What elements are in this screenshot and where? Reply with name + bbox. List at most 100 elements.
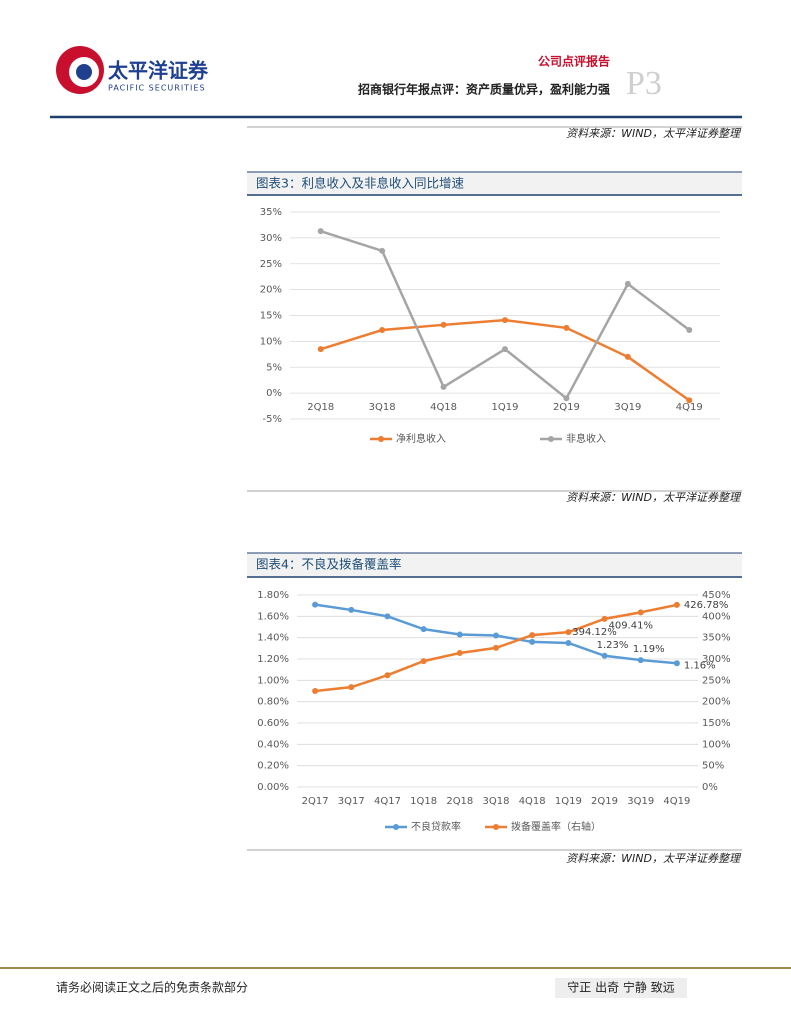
point bbox=[529, 638, 536, 645]
y-tick-label: 10% bbox=[260, 336, 282, 347]
point bbox=[312, 688, 319, 694]
y2-tick-label: 450% bbox=[702, 590, 731, 601]
point bbox=[565, 640, 572, 646]
motto: 守正 出奇 宁静 致远 bbox=[567, 980, 674, 995]
y2-tick-label: 0% bbox=[702, 782, 718, 793]
x-tick-label: 4Q19 bbox=[676, 402, 703, 413]
legend-label: 非息收入 bbox=[566, 432, 606, 445]
y-tick-label: 0.80% bbox=[257, 697, 289, 708]
y2-tick-label: 150% bbox=[702, 718, 731, 729]
x-tick-label: 2Q18 bbox=[446, 796, 473, 807]
x-tick-label: 2Q19 bbox=[591, 796, 618, 807]
legend-swatch-dot bbox=[493, 824, 499, 830]
point bbox=[624, 353, 631, 360]
legend-label: 不良贷款率 bbox=[411, 820, 461, 833]
point bbox=[456, 631, 463, 638]
x-tick-label: 4Q17 bbox=[374, 796, 401, 807]
point bbox=[624, 280, 631, 287]
point bbox=[440, 383, 447, 390]
x-tick-label: 2Q18 bbox=[307, 402, 334, 413]
legend-label: 拨备覆盖率（右轴） bbox=[511, 820, 601, 833]
source: 资料来源：WIND，太平洋证券整理 bbox=[566, 491, 742, 504]
legend-swatch-dot bbox=[393, 824, 399, 830]
data-label: 1.23% bbox=[597, 640, 629, 651]
x-tick-label: 3Q18 bbox=[369, 402, 396, 413]
logo bbox=[56, 46, 104, 94]
point bbox=[565, 629, 572, 636]
motto-bg bbox=[555, 978, 687, 998]
x-tick-label: 4Q18 bbox=[430, 402, 457, 413]
point bbox=[529, 632, 536, 639]
x-tick-label: 2Q19 bbox=[553, 402, 580, 413]
data-label: 1.19% bbox=[633, 644, 665, 655]
point bbox=[384, 672, 391, 679]
report-title: 招商银行年报点评：资产质量优异，盈利能力强 bbox=[358, 82, 610, 97]
y-tick-label: 25% bbox=[260, 259, 282, 270]
point bbox=[440, 321, 447, 328]
y-tick-label: 1.00% bbox=[257, 675, 289, 686]
title-bar bbox=[247, 172, 742, 194]
title-bar bbox=[247, 553, 742, 576]
point bbox=[317, 346, 324, 353]
point bbox=[601, 652, 608, 659]
point bbox=[420, 626, 427, 633]
brand: 太平洋证券 bbox=[108, 59, 209, 83]
x-tick-label: 1Q19 bbox=[492, 402, 519, 413]
point bbox=[686, 397, 693, 404]
point bbox=[502, 346, 508, 353]
point bbox=[379, 326, 386, 333]
y-tick-label: 1.80% bbox=[257, 590, 289, 601]
y2-tick-label: 200% bbox=[702, 697, 731, 708]
x-tick-label: 1Q19 bbox=[555, 796, 582, 807]
x-tick-label: 1Q18 bbox=[410, 796, 437, 807]
point bbox=[563, 324, 570, 331]
point bbox=[312, 601, 319, 608]
point bbox=[348, 606, 355, 613]
point bbox=[673, 601, 680, 608]
y-tick-label: 35% bbox=[260, 207, 282, 218]
point bbox=[637, 609, 644, 616]
point bbox=[502, 317, 508, 324]
x-tick-label: 3Q18 bbox=[483, 796, 510, 807]
legend-label: 净利息收入 bbox=[396, 432, 446, 445]
y2-tick-label: 100% bbox=[702, 739, 731, 750]
y-tick-label: 20% bbox=[260, 285, 282, 296]
x-tick-label: 3Q19 bbox=[627, 796, 654, 807]
y-tick-label: 5% bbox=[266, 362, 282, 373]
point bbox=[563, 395, 570, 402]
point bbox=[420, 658, 427, 665]
y-tick-label: 0.40% bbox=[257, 739, 289, 750]
point bbox=[673, 660, 680, 667]
y2-tick-label: 350% bbox=[702, 633, 731, 644]
source: 资料来源：WIND，太平洋证券整理 bbox=[566, 127, 742, 140]
point bbox=[637, 657, 644, 664]
y-tick-label: 0.00% bbox=[257, 782, 289, 793]
legend-swatch-dot bbox=[548, 436, 554, 442]
y-tick-label: 1.60% bbox=[257, 611, 289, 622]
y-tick-label: 0% bbox=[266, 388, 282, 399]
y-tick-label: 15% bbox=[260, 311, 282, 322]
y-tick-label: 1.20% bbox=[257, 654, 289, 665]
y2-tick-label: 400% bbox=[702, 611, 731, 622]
point bbox=[493, 644, 499, 651]
x-tick-label: 4Q18 bbox=[519, 796, 546, 807]
brand-en: PACIFIC SECURITIES bbox=[108, 84, 206, 93]
data-label: 426.78% bbox=[684, 600, 729, 611]
logo-core bbox=[76, 64, 92, 80]
point bbox=[317, 228, 324, 235]
point bbox=[493, 632, 499, 639]
point bbox=[456, 650, 463, 657]
page-number: P3 bbox=[626, 65, 662, 102]
y-tick-label: 30% bbox=[260, 233, 282, 244]
data-label: 1.16% bbox=[684, 660, 716, 671]
x-tick-label: 3Q17 bbox=[338, 796, 365, 807]
y-tick-label: -5% bbox=[263, 414, 282, 425]
point bbox=[348, 684, 355, 691]
series-line bbox=[320, 318, 691, 402]
series-line bbox=[320, 229, 691, 401]
x-tick-label: 4Q19 bbox=[663, 796, 690, 807]
y2-tick-label: 300% bbox=[702, 654, 731, 665]
point bbox=[379, 247, 386, 254]
point bbox=[384, 613, 391, 620]
y-tick-label: 0.60% bbox=[257, 718, 289, 729]
